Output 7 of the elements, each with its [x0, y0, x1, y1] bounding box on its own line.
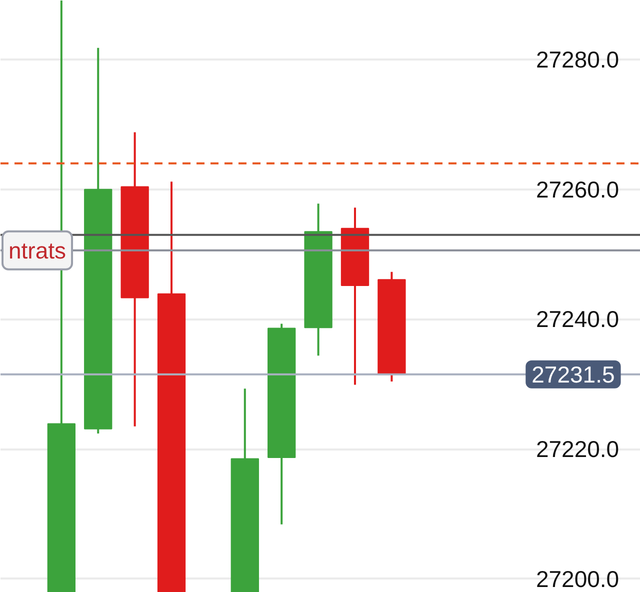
y-tick-label: 27220.0: [536, 436, 620, 462]
ref-line-label: ntrats: [8, 237, 66, 264]
y-tick-label: 27260.0: [536, 176, 620, 202]
y-tick-label: 27280.0: [536, 46, 620, 73]
y-tick-label: 27240.0: [536, 306, 620, 332]
ref-line-label: 27231.5: [532, 361, 615, 388]
y-tick-label: 27200.0: [536, 566, 620, 592]
